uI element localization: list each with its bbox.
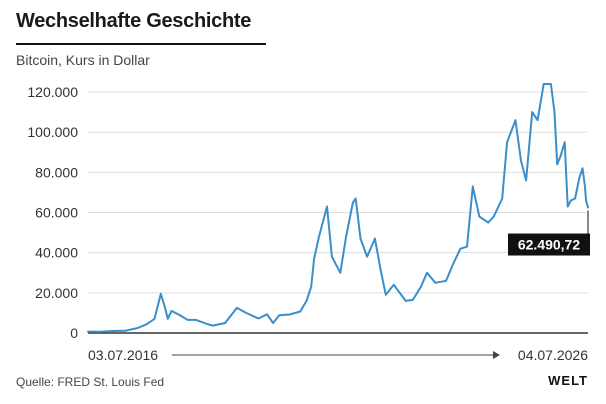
data-point bbox=[167, 318, 169, 320]
series bbox=[87, 83, 589, 333]
data-point bbox=[553, 111, 556, 113]
data-point bbox=[366, 255, 368, 258]
data-point bbox=[393, 284, 395, 286]
data-point bbox=[550, 83, 552, 85]
data-point bbox=[318, 235, 320, 238]
data-point bbox=[587, 206, 589, 209]
data-point bbox=[99, 331, 102, 333]
last-value-label: 62.490,72 bbox=[518, 237, 580, 253]
data-point bbox=[170, 310, 173, 312]
y-tick-label: 120.000 bbox=[27, 84, 78, 100]
data-point bbox=[536, 119, 539, 121]
data-point bbox=[563, 141, 566, 143]
data-point bbox=[472, 185, 474, 188]
chart-title: Wechselhafte Geschichte bbox=[16, 10, 252, 32]
data-point bbox=[136, 327, 139, 329]
y-tick-labels: 0 20.000 40.000 60.000 80.000 100.000 120.000 bbox=[27, 84, 78, 341]
data-point bbox=[559, 155, 562, 158]
data-point bbox=[459, 247, 462, 250]
x-start-label: 03.07.2016 bbox=[88, 347, 158, 363]
data-point bbox=[206, 323, 208, 325]
data-point bbox=[542, 83, 545, 85]
data-point bbox=[288, 313, 291, 316]
data-point bbox=[112, 330, 114, 332]
data-point bbox=[452, 263, 454, 266]
chart: 020.00040.00060.00080.000100.000120.000 … bbox=[27, 83, 590, 363]
data-point bbox=[556, 163, 558, 166]
last-value-box bbox=[508, 233, 590, 256]
data-point bbox=[570, 199, 572, 202]
data-point bbox=[272, 322, 274, 324]
y-tick-label: 20.000 bbox=[35, 285, 78, 301]
data-point bbox=[354, 197, 357, 200]
data-point bbox=[478, 215, 481, 218]
x-end-label: 04.07.2026 bbox=[518, 347, 588, 363]
data-point bbox=[299, 310, 302, 313]
data-point bbox=[359, 237, 362, 240]
title-underline bbox=[16, 43, 266, 45]
y-tick-label: 40.000 bbox=[35, 245, 78, 261]
data-point bbox=[566, 205, 569, 208]
data-point bbox=[404, 300, 407, 302]
y-tick-label: 60.000 bbox=[35, 205, 78, 221]
data-point bbox=[326, 205, 328, 208]
data-point bbox=[525, 179, 527, 182]
data-point bbox=[585, 199, 587, 202]
data-point bbox=[434, 282, 437, 284]
data-point bbox=[266, 313, 268, 316]
x-axis: 03.07.2016 04.07.2026 bbox=[88, 347, 588, 363]
data-point bbox=[186, 319, 189, 321]
data-point bbox=[145, 323, 147, 326]
data-point bbox=[164, 306, 166, 308]
data-point bbox=[224, 322, 226, 324]
data-point bbox=[466, 245, 468, 248]
data-point bbox=[178, 314, 181, 316]
last-value-marker: 62.490,72 bbox=[508, 210, 590, 256]
data-point bbox=[257, 317, 260, 320]
data-point bbox=[487, 221, 490, 224]
y-tick-label: 80.000 bbox=[35, 164, 78, 180]
data-point bbox=[345, 235, 347, 238]
welt-logo: WELT bbox=[548, 373, 588, 388]
data-point bbox=[380, 272, 383, 274]
data-point bbox=[153, 318, 156, 320]
data-point bbox=[87, 330, 89, 333]
data-point bbox=[374, 237, 376, 240]
data-point bbox=[578, 177, 580, 180]
data-point bbox=[581, 167, 584, 170]
data-point bbox=[352, 201, 354, 204]
data-point bbox=[339, 272, 342, 274]
data-point bbox=[531, 111, 533, 113]
data-point bbox=[305, 300, 308, 302]
data-point bbox=[195, 319, 197, 321]
data-point bbox=[385, 294, 387, 296]
data-point bbox=[501, 197, 504, 200]
data-point bbox=[420, 286, 422, 288]
data-point bbox=[124, 330, 126, 332]
data-point bbox=[310, 286, 313, 288]
data-point bbox=[574, 197, 576, 200]
data-point bbox=[245, 312, 247, 314]
data-point bbox=[493, 215, 495, 218]
bitcoin-price-line bbox=[87, 83, 589, 333]
data-point bbox=[212, 324, 214, 327]
data-point bbox=[583, 183, 586, 186]
y-tick-label: 100.000 bbox=[27, 124, 78, 140]
data-point bbox=[160, 293, 162, 295]
data-point bbox=[514, 119, 517, 121]
data-point bbox=[520, 159, 522, 162]
data-point bbox=[313, 257, 315, 260]
source-note: Quelle: FRED St. Louis Fed bbox=[16, 375, 165, 389]
data-point bbox=[426, 272, 428, 274]
data-point bbox=[331, 255, 333, 258]
data-point bbox=[278, 314, 281, 317]
timeline-arrow-head-icon bbox=[493, 351, 500, 359]
data-point bbox=[412, 299, 414, 301]
data-point bbox=[506, 141, 508, 143]
data-point bbox=[236, 307, 238, 309]
chart-subtitle: Bitcoin, Kurs in Dollar bbox=[16, 52, 150, 68]
y-tick-label: 0 bbox=[70, 325, 78, 341]
data-point bbox=[445, 280, 447, 282]
